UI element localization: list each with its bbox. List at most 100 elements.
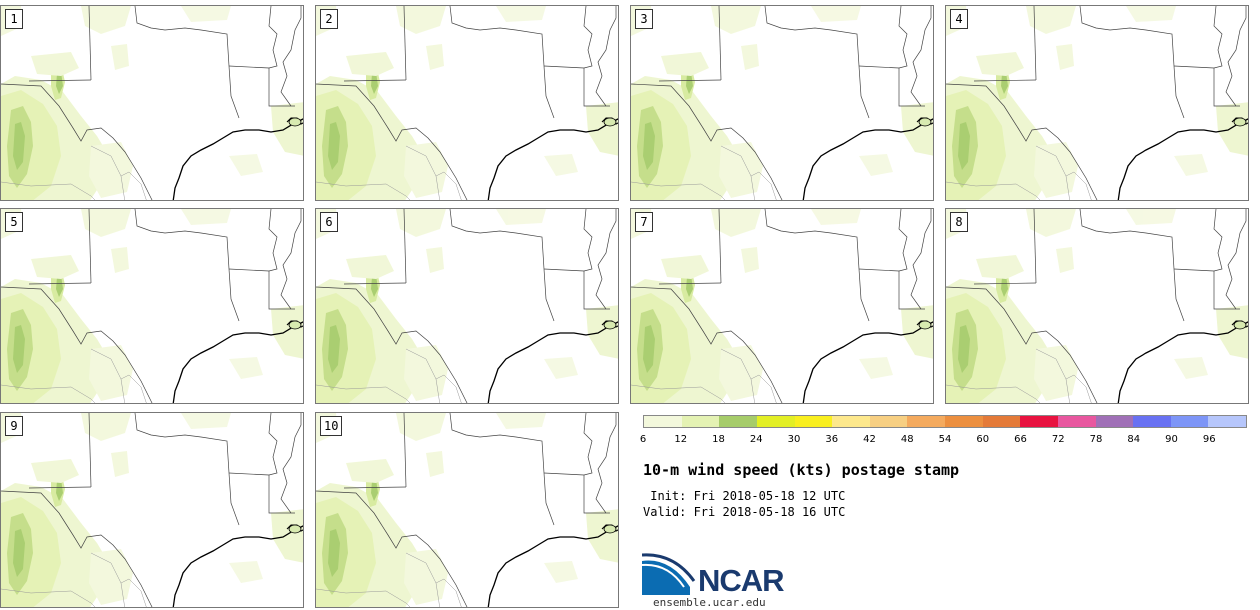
member-number-label: 9 [5,416,23,436]
colorbar-tick: 60 [976,434,990,445]
ensemble-member-panel: 10 [315,412,619,608]
colorbar-swatch [945,416,983,427]
state-boundaries [946,209,1247,403]
member-number-label: 4 [950,9,968,29]
member-wind-map [1,6,303,200]
gulf-coastline [172,118,303,200]
colorbar-swatch [1133,416,1171,427]
gulf-coastline [802,118,933,200]
gulf-coastline [172,321,303,403]
colorbar-tick: 96 [1202,434,1216,445]
ensemble-member-panel: 8 [945,208,1249,404]
colorbar-swatch [644,416,682,427]
colorbar-tick: 72 [1051,434,1065,445]
product-title: 10-m wind speed (kts) postage stamp [643,461,960,479]
wind-shading [946,209,1248,403]
gulf-coastline [487,321,618,403]
colorbar-swatch [869,416,908,427]
member-number-label: 2 [320,9,338,29]
colorbar-swatch [832,416,870,427]
ensemble-member-panel: 3 [630,5,934,201]
wind-shading [1,6,303,200]
mexico-boundaries [316,348,462,403]
member-wind-map [1,413,303,607]
ensemble-member-panel: 6 [315,208,619,404]
member-wind-map [316,6,618,200]
colorbar-swatch [794,416,833,427]
logo-wordmark: NCAR [698,563,785,598]
ensemble-member-panel: 4 [945,5,1249,201]
colorbar-tick: 48 [900,434,914,445]
member-wind-map [1,209,303,403]
state-boundaries [631,6,932,200]
colorbar-tick: 42 [863,434,876,445]
mexico-boundaries [631,348,777,403]
member-number-label: 3 [635,9,653,29]
mexico-boundaries [316,145,462,200]
mexico-boundaries [631,145,777,200]
colorbar-tick: 54 [938,434,952,445]
colorbar-tick: 90 [1165,434,1178,445]
colorbar-swatch [1170,416,1209,427]
colorbar-tick: 36 [825,434,839,445]
colorbar-tick: 18 [712,434,725,445]
colorbar-tick-labels: 6 12 18 24 30 36 42 48 54 60 66 72 78 84 90 96 [640,434,1247,448]
mexico-boundaries [946,348,1092,403]
colorbar-tick: 12 [674,434,688,445]
mexico-boundaries [946,145,1092,200]
colorbar-tick: 24 [749,434,763,445]
wind-shading [1,413,303,607]
state-boundaries [631,209,932,403]
colorbar-swatch [1057,416,1096,427]
member-number-label: 6 [320,212,338,232]
gulf-coastline [1117,321,1248,403]
state-boundaries [1,413,302,607]
member-wind-map [631,6,933,200]
member-wind-map [946,6,1248,200]
ensemble-member-panel: 2 [315,5,619,201]
member-number-label: 7 [635,212,653,232]
mexico-boundaries [316,552,462,607]
colorbar-swatch [681,416,720,427]
state-boundaries [316,413,617,607]
member-wind-map [316,413,618,607]
colorbar-swatch [1095,416,1134,427]
ensemble-member-panel: 9 [0,412,304,608]
wind-shading [631,209,933,403]
colorbar-swatch [1208,416,1246,427]
colorbar-tick: 78 [1089,434,1103,445]
member-number-label: 1 [5,9,23,29]
gulf-coastline [172,525,303,607]
gulf-coastline [487,525,618,607]
state-boundaries [316,6,617,200]
member-wind-map [316,209,618,403]
member-wind-map [946,209,1248,403]
colorbar-swatch [719,416,757,427]
member-number-label: 8 [950,212,968,232]
valid-time: Valid: Fri 2018-05-18 16 UTC [643,505,846,519]
ensemble-member-panel: 7 [630,208,934,404]
colorbar-swatch [982,416,1021,427]
wind-shading [316,209,618,403]
state-boundaries [1,6,302,200]
ensemble-member-panel: 5 [0,208,304,404]
colorbar-swatch [756,416,795,427]
init-time: Init: Fri 2018-05-18 12 UTC [643,489,846,503]
wind-shading [316,413,618,607]
wind-shading [316,6,618,200]
ensemble-member-panel: 1 [0,5,304,201]
gulf-coastline [487,118,618,200]
colorbar-tick: 30 [787,434,801,445]
gulf-coastline [1117,118,1248,200]
wind-shading [1,209,303,403]
colorbar-swatch [907,416,945,427]
state-boundaries [946,6,1247,200]
member-number-label: 5 [5,212,23,232]
colorbar-tick: 66 [1014,434,1027,445]
ncar-logo-icon [642,553,696,595]
gulf-coastline [802,321,933,403]
colorbar-swatch [1020,416,1058,427]
logo-url[interactable]: ensemble.ucar.edu [653,596,766,609]
wind-shading [946,6,1248,200]
mexico-boundaries [1,348,147,403]
